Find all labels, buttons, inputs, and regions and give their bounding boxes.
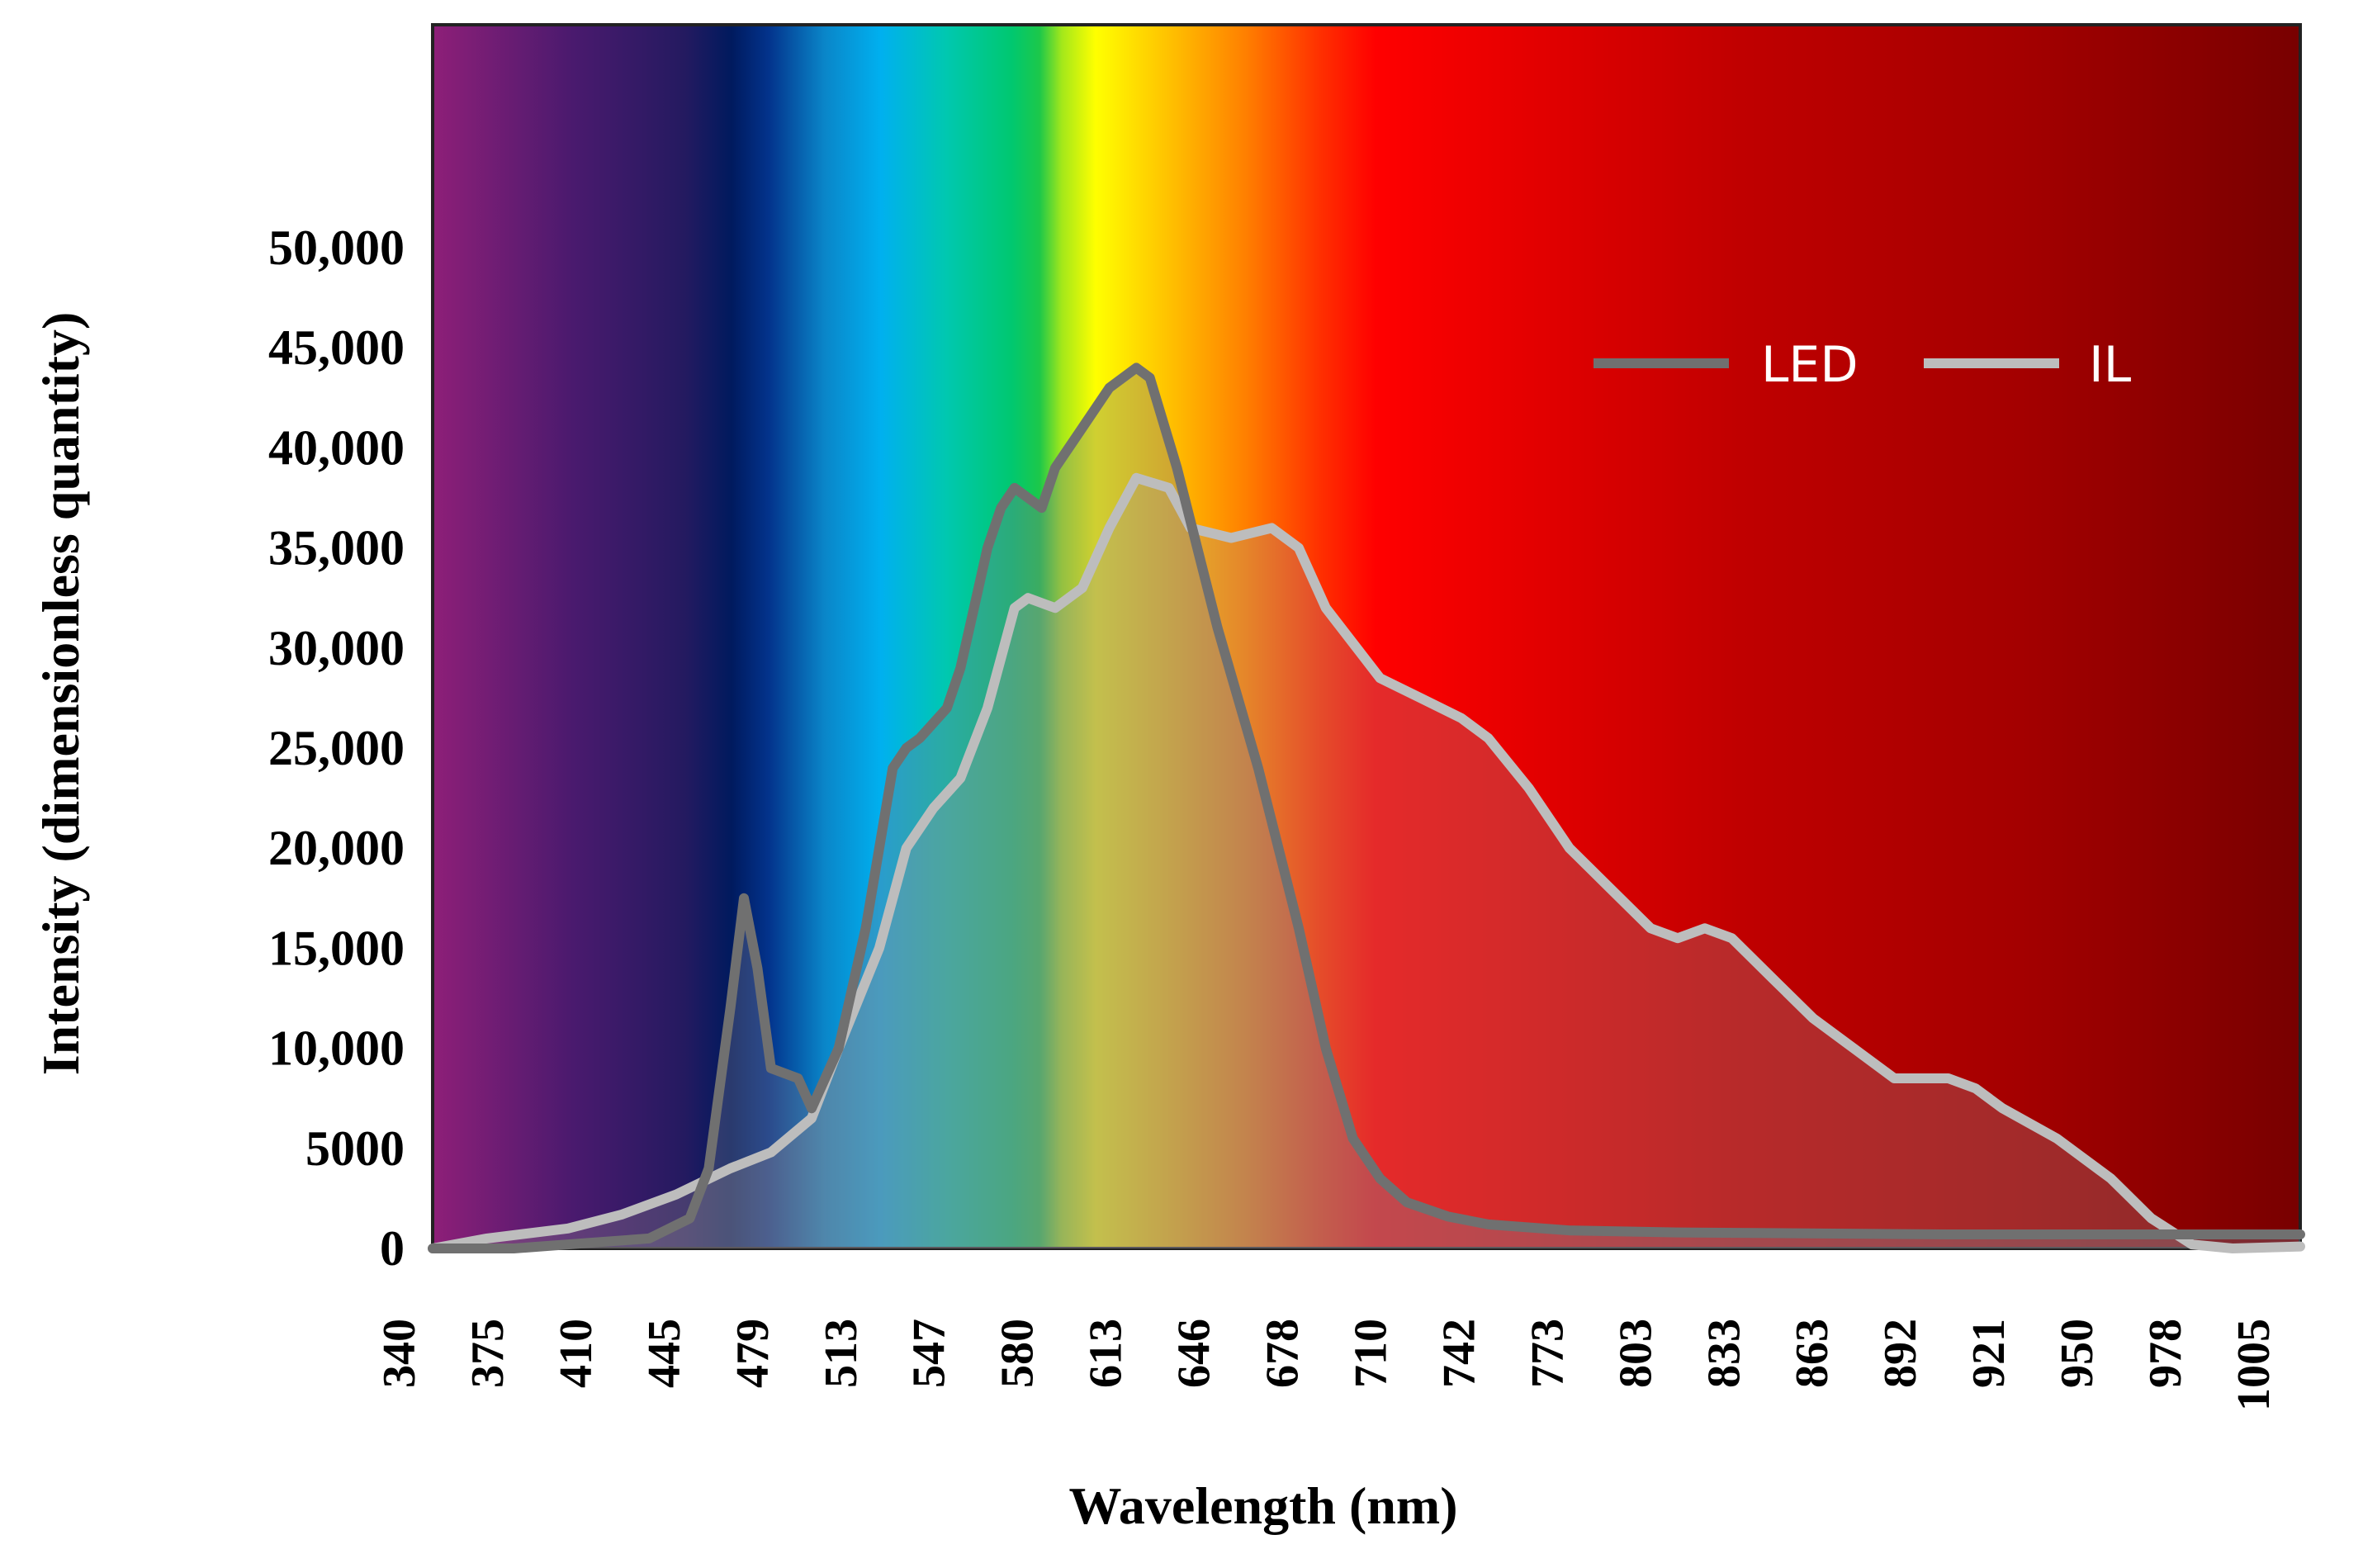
- x-tick-label: 710: [1346, 1319, 1397, 1388]
- x-tick-label: 375: [462, 1319, 514, 1388]
- y-tick-label: 30,000: [268, 621, 405, 675]
- x-tick-label: 678: [1257, 1319, 1309, 1388]
- y-tick-label: 25,000: [268, 721, 405, 775]
- x-tick-label: 950: [2052, 1319, 2103, 1388]
- x-tick-label: 773: [1522, 1319, 1573, 1388]
- x-axis-title: Wavelength (nm): [1068, 1476, 1457, 1535]
- x-tick-label: 742: [1433, 1319, 1485, 1388]
- plot-frame: [431, 23, 2302, 1250]
- x-tick-label: 1005: [2228, 1319, 2280, 1411]
- x-tick-label: 513: [816, 1319, 867, 1388]
- x-tick-label: 863: [1787, 1319, 1838, 1388]
- y-tick-label: 10,000: [268, 1021, 405, 1076]
- x-tick-label: 978: [2140, 1319, 2191, 1388]
- x-tick-label: 340: [374, 1319, 425, 1388]
- y-tick-label: 5000: [305, 1121, 405, 1176]
- x-axis-ticks: 340 375 410 445 479 513 547 580 613 646 678 710 742 7…: [374, 1319, 2280, 1411]
- x-tick-label: 410: [551, 1319, 602, 1388]
- x-tick-label: 833: [1698, 1319, 1750, 1388]
- y-tick-label: 15,000: [268, 921, 405, 975]
- x-tick-label: 892: [1875, 1319, 1926, 1388]
- x-tick-label: 921: [1963, 1319, 2015, 1388]
- legend-il-label: IL: [2089, 336, 2132, 394]
- il-series-line: [428, 472, 2305, 1253]
- x-tick-label: 580: [992, 1319, 1044, 1388]
- x-tick-label: 547: [904, 1319, 955, 1388]
- led-series-line: [428, 362, 2305, 1253]
- y-tick-label: 45,000: [268, 320, 405, 375]
- il-area-fill: [433, 477, 2300, 1248]
- y-tick-label: 35,000: [268, 521, 405, 576]
- spectrum-background: [433, 25, 2300, 1248]
- x-tick-label: 646: [1169, 1319, 1220, 1388]
- x-tick-label: 613: [1081, 1319, 1132, 1388]
- y-tick-label: 50,000: [268, 220, 405, 275]
- y-tick-label: 0: [380, 1221, 405, 1276]
- y-tick-label: 20,000: [268, 821, 405, 875]
- x-tick-label: 445: [639, 1319, 690, 1388]
- x-tick-label: 803: [1610, 1319, 1661, 1388]
- led-area-fill: [433, 367, 2300, 1248]
- y-tick-label: 40,000: [268, 420, 405, 475]
- legend-led-label: LED: [1761, 336, 1859, 394]
- y-axis-title: Intensity (dimensionless quantity): [31, 312, 90, 1076]
- x-tick-label: 479: [727, 1319, 779, 1388]
- legend: LED IL: [1593, 336, 2132, 394]
- y-axis-ticks: 0 5000 10,000 15,000 20,000 25,000 30,000 35,00…: [268, 220, 405, 1276]
